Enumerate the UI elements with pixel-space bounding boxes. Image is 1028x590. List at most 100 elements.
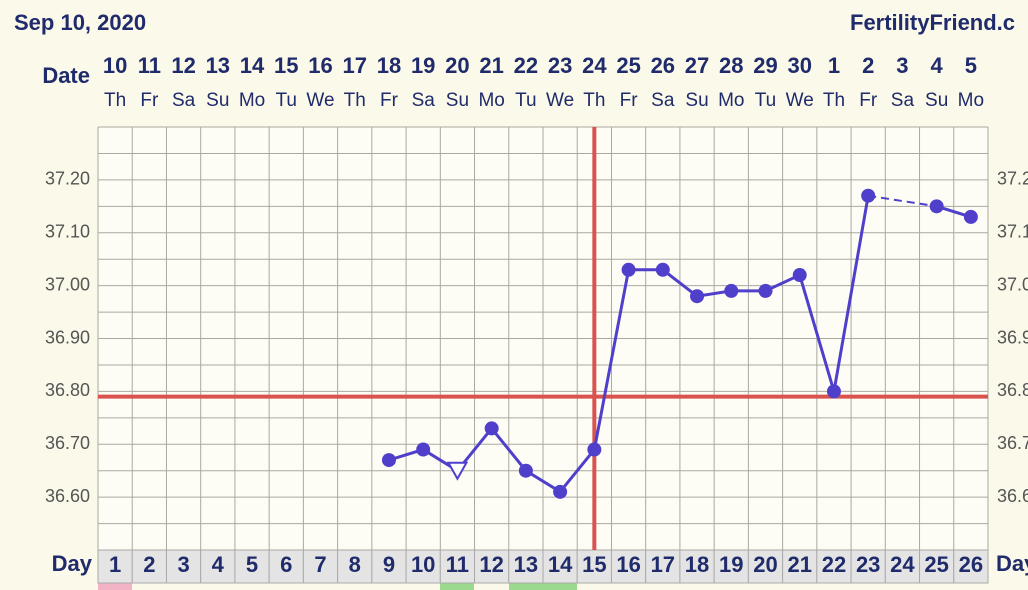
fertile-cell: [509, 583, 577, 590]
day-tick-label: 11: [446, 552, 469, 577]
y-tick-label-right: 36.70: [997, 433, 1028, 453]
weekday-label: Tu: [755, 90, 776, 111]
date-label: 10: [103, 53, 127, 78]
weekday-label: Sa: [651, 90, 675, 111]
day-label: Day: [52, 551, 93, 576]
date-label: 28: [719, 53, 743, 78]
day-tick-label: 7: [314, 552, 326, 577]
date-label: 21: [479, 53, 503, 78]
date-label: 3: [896, 53, 908, 78]
day-tick-label: 5: [246, 552, 258, 577]
day-tick-label: 8: [349, 552, 361, 577]
date-label: 5: [965, 53, 977, 78]
day-tick-label: 1: [109, 552, 121, 577]
weekday-label: Tu: [276, 90, 297, 111]
day-tick-label: 17: [651, 552, 675, 577]
y-tick-label: 36.70: [45, 433, 90, 453]
weekday-label: We: [546, 90, 574, 111]
point: [861, 188, 876, 203]
day-tick-label: 15: [582, 552, 606, 577]
weekday-label: We: [306, 90, 334, 111]
weekday-label: Th: [104, 90, 126, 111]
chart-title: Sep 10, 2020: [14, 10, 146, 35]
point: [758, 283, 773, 298]
day-tick-label: 9: [383, 552, 395, 577]
brand: FertilityFriend.c: [850, 10, 1015, 35]
day-tick-label: 2: [143, 552, 155, 577]
date-label: 26: [651, 53, 675, 78]
day-tick-label: 19: [719, 552, 743, 577]
weekday-label: Fr: [380, 90, 399, 111]
date-label: 15: [274, 53, 298, 78]
weekday-label: Tu: [515, 90, 536, 111]
weekday-label: Sa: [412, 90, 436, 111]
weekday-label: Fr: [859, 90, 878, 111]
day-tick-label: 22: [822, 552, 846, 577]
weekday-label: Th: [583, 90, 605, 111]
point: [792, 268, 807, 283]
flow-cell: [98, 583, 132, 590]
y-tick-label-right: 37.10: [997, 222, 1028, 242]
hollow-point: [446, 461, 469, 481]
weekday-label: Su: [446, 90, 469, 111]
date-label: 2: [862, 53, 874, 78]
y-tick-label-right: 37.00: [997, 274, 1028, 294]
day-cell: [302, 549, 339, 584]
date-label: 30: [787, 53, 811, 78]
point: [963, 209, 978, 224]
point: [724, 283, 739, 298]
day-tick-label: 6: [280, 552, 292, 577]
day-cell: [782, 549, 818, 584]
weekday-label: Su: [206, 90, 229, 111]
date-label: 1: [828, 53, 840, 78]
day-label-right: Day: [996, 551, 1028, 576]
day-tick-label: 21: [787, 552, 811, 577]
day-cell: [131, 549, 167, 584]
day-tick-label: 24: [890, 552, 915, 577]
point: [690, 289, 705, 304]
day-cell: [234, 549, 270, 584]
y-tick-label: 37.20: [45, 169, 90, 189]
day-tick-label: 12: [479, 552, 503, 577]
point: [929, 199, 944, 214]
day-cell: [953, 549, 989, 584]
day-tick-label: 25: [924, 552, 948, 577]
weekday-label: Mo: [239, 90, 265, 111]
weekday-label: Fr: [140, 90, 159, 111]
weekday-label: Su: [925, 90, 948, 111]
y-tick-label-right: 36.60: [997, 486, 1028, 506]
day-cell: [816, 549, 852, 584]
point: [826, 384, 841, 399]
date-label: 18: [377, 53, 401, 78]
date-label: 25: [616, 53, 640, 78]
y-tick-label-right: 36.90: [997, 327, 1028, 347]
weekday-label: Sa: [172, 90, 196, 111]
day-tick-label: 13: [514, 552, 538, 577]
date-label: 19: [411, 53, 435, 78]
date-label: 12: [171, 53, 195, 78]
day-cell: [713, 549, 749, 584]
point: [381, 453, 396, 468]
day-tick-label: 18: [685, 552, 709, 577]
date-label: 22: [514, 53, 538, 78]
weekday-label: Sa: [891, 90, 915, 111]
point: [416, 442, 431, 457]
day-cell: [200, 549, 236, 584]
date-label: 27: [685, 53, 709, 78]
fertile-cell: [440, 583, 474, 590]
point: [587, 442, 602, 457]
y-tick-label: 36.60: [45, 486, 90, 506]
weekday-label: Mo: [478, 90, 504, 111]
y-tick-label: 37.00: [45, 274, 90, 294]
point: [553, 484, 568, 499]
weekday-label: Mo: [958, 90, 984, 111]
weekday-label: We: [786, 90, 814, 111]
date-label: 4: [931, 53, 944, 78]
day-cell: [508, 549, 544, 584]
date-label: 29: [753, 53, 777, 78]
day-tick-label: 4: [212, 552, 225, 577]
gap-line: [868, 194, 937, 208]
weekday-label: Fr: [620, 90, 639, 111]
weekday-label: Th: [823, 90, 845, 111]
